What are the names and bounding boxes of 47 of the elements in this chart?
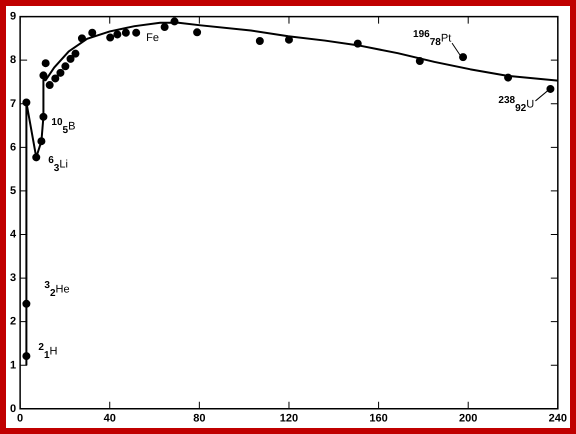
y-tick-label: 5 — [10, 184, 16, 197]
x-tick-label: 120 — [280, 412, 298, 424]
point — [122, 28, 130, 37]
point — [42, 59, 50, 68]
y-tick-label: 0 — [10, 402, 16, 415]
point — [132, 28, 140, 37]
point — [22, 352, 30, 360]
point — [88, 28, 96, 37]
point — [46, 81, 54, 90]
x-tick-label: 160 — [369, 412, 388, 424]
point — [546, 84, 554, 93]
point — [170, 17, 178, 26]
annotation: Fe — [146, 32, 160, 44]
point — [160, 23, 169, 32]
point — [78, 34, 86, 42]
point — [32, 153, 40, 162]
y-tick-label: 6 — [10, 141, 16, 154]
y-tick-label: 3 — [10, 272, 16, 284]
point — [22, 300, 30, 308]
y-tick-label: 8 — [10, 54, 16, 66]
point — [66, 54, 75, 63]
point — [56, 68, 64, 77]
x-tick-label: 240 — [548, 412, 568, 424]
point — [39, 71, 48, 80]
point — [106, 34, 114, 42]
y-tick-label: 7 — [10, 98, 16, 110]
point — [416, 57, 424, 66]
x-tick-label: 200 — [459, 412, 478, 424]
point — [61, 62, 70, 70]
x-tick-label: 40 — [104, 412, 116, 424]
point — [37, 137, 46, 146]
point — [113, 30, 122, 38]
y-tick-label: 9 — [10, 10, 16, 23]
point — [51, 74, 60, 82]
y-tick-label: 1 — [10, 359, 16, 372]
y-tick-label: 2 — [10, 316, 16, 328]
point — [504, 74, 512, 82]
point — [71, 50, 80, 58]
point — [39, 112, 48, 121]
point — [284, 36, 293, 44]
x-tick-label: 80 — [193, 412, 206, 424]
point — [22, 98, 30, 106]
point — [256, 37, 264, 46]
point — [193, 28, 202, 36]
point — [459, 53, 468, 62]
point — [354, 40, 362, 48]
y-tick-label: 4 — [10, 228, 17, 241]
